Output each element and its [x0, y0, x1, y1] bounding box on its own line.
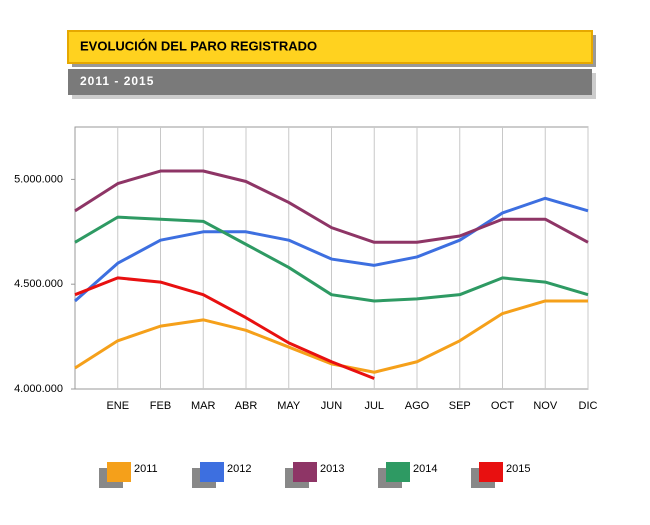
- line-series: [74, 215, 589, 303]
- y-tick-label: 4.000.000: [14, 383, 63, 395]
- subtitle-banner: [68, 69, 592, 95]
- line-series: [74, 276, 375, 380]
- legend-swatch: [479, 462, 503, 482]
- legend-label: 2011: [134, 463, 158, 475]
- legend-label: 2012: [227, 463, 251, 475]
- x-tick-label: ABR: [235, 400, 258, 412]
- x-tick-label: SEP: [449, 400, 471, 412]
- chart-title: EVOLUCIÓN DEL PARO REGISTRADO: [80, 38, 317, 53]
- x-tick-label: MAR: [191, 400, 216, 412]
- legend-label: 2014: [413, 463, 437, 475]
- x-tick-label: OCT: [491, 400, 515, 412]
- y-tick-label: 4.500.000: [14, 278, 63, 290]
- legend-swatch: [293, 462, 317, 482]
- chart-subtitle: 2011 - 2015: [80, 74, 154, 88]
- legend-swatch: [200, 462, 224, 482]
- y-tick-label: 5.000.000: [14, 173, 63, 185]
- x-tick-label: JUN: [321, 400, 342, 412]
- legend-swatch: [107, 462, 131, 482]
- x-tick-label: JUL: [364, 400, 384, 412]
- line-series: [74, 299, 588, 374]
- legend-label: 2013: [320, 463, 344, 475]
- line-series: [74, 196, 589, 303]
- x-tick-label: FEB: [150, 400, 171, 412]
- x-tick-label: NOV: [533, 400, 558, 412]
- x-tick-label: DIC: [579, 400, 598, 412]
- title-banner: [67, 30, 593, 64]
- legend-swatch: [386, 462, 410, 482]
- legend-label: 2015: [506, 463, 530, 475]
- line-series: [74, 169, 589, 244]
- x-tick-label: ENE: [106, 400, 129, 412]
- x-tick-label: AGO: [405, 400, 430, 412]
- x-tick-label: MAY: [277, 400, 301, 412]
